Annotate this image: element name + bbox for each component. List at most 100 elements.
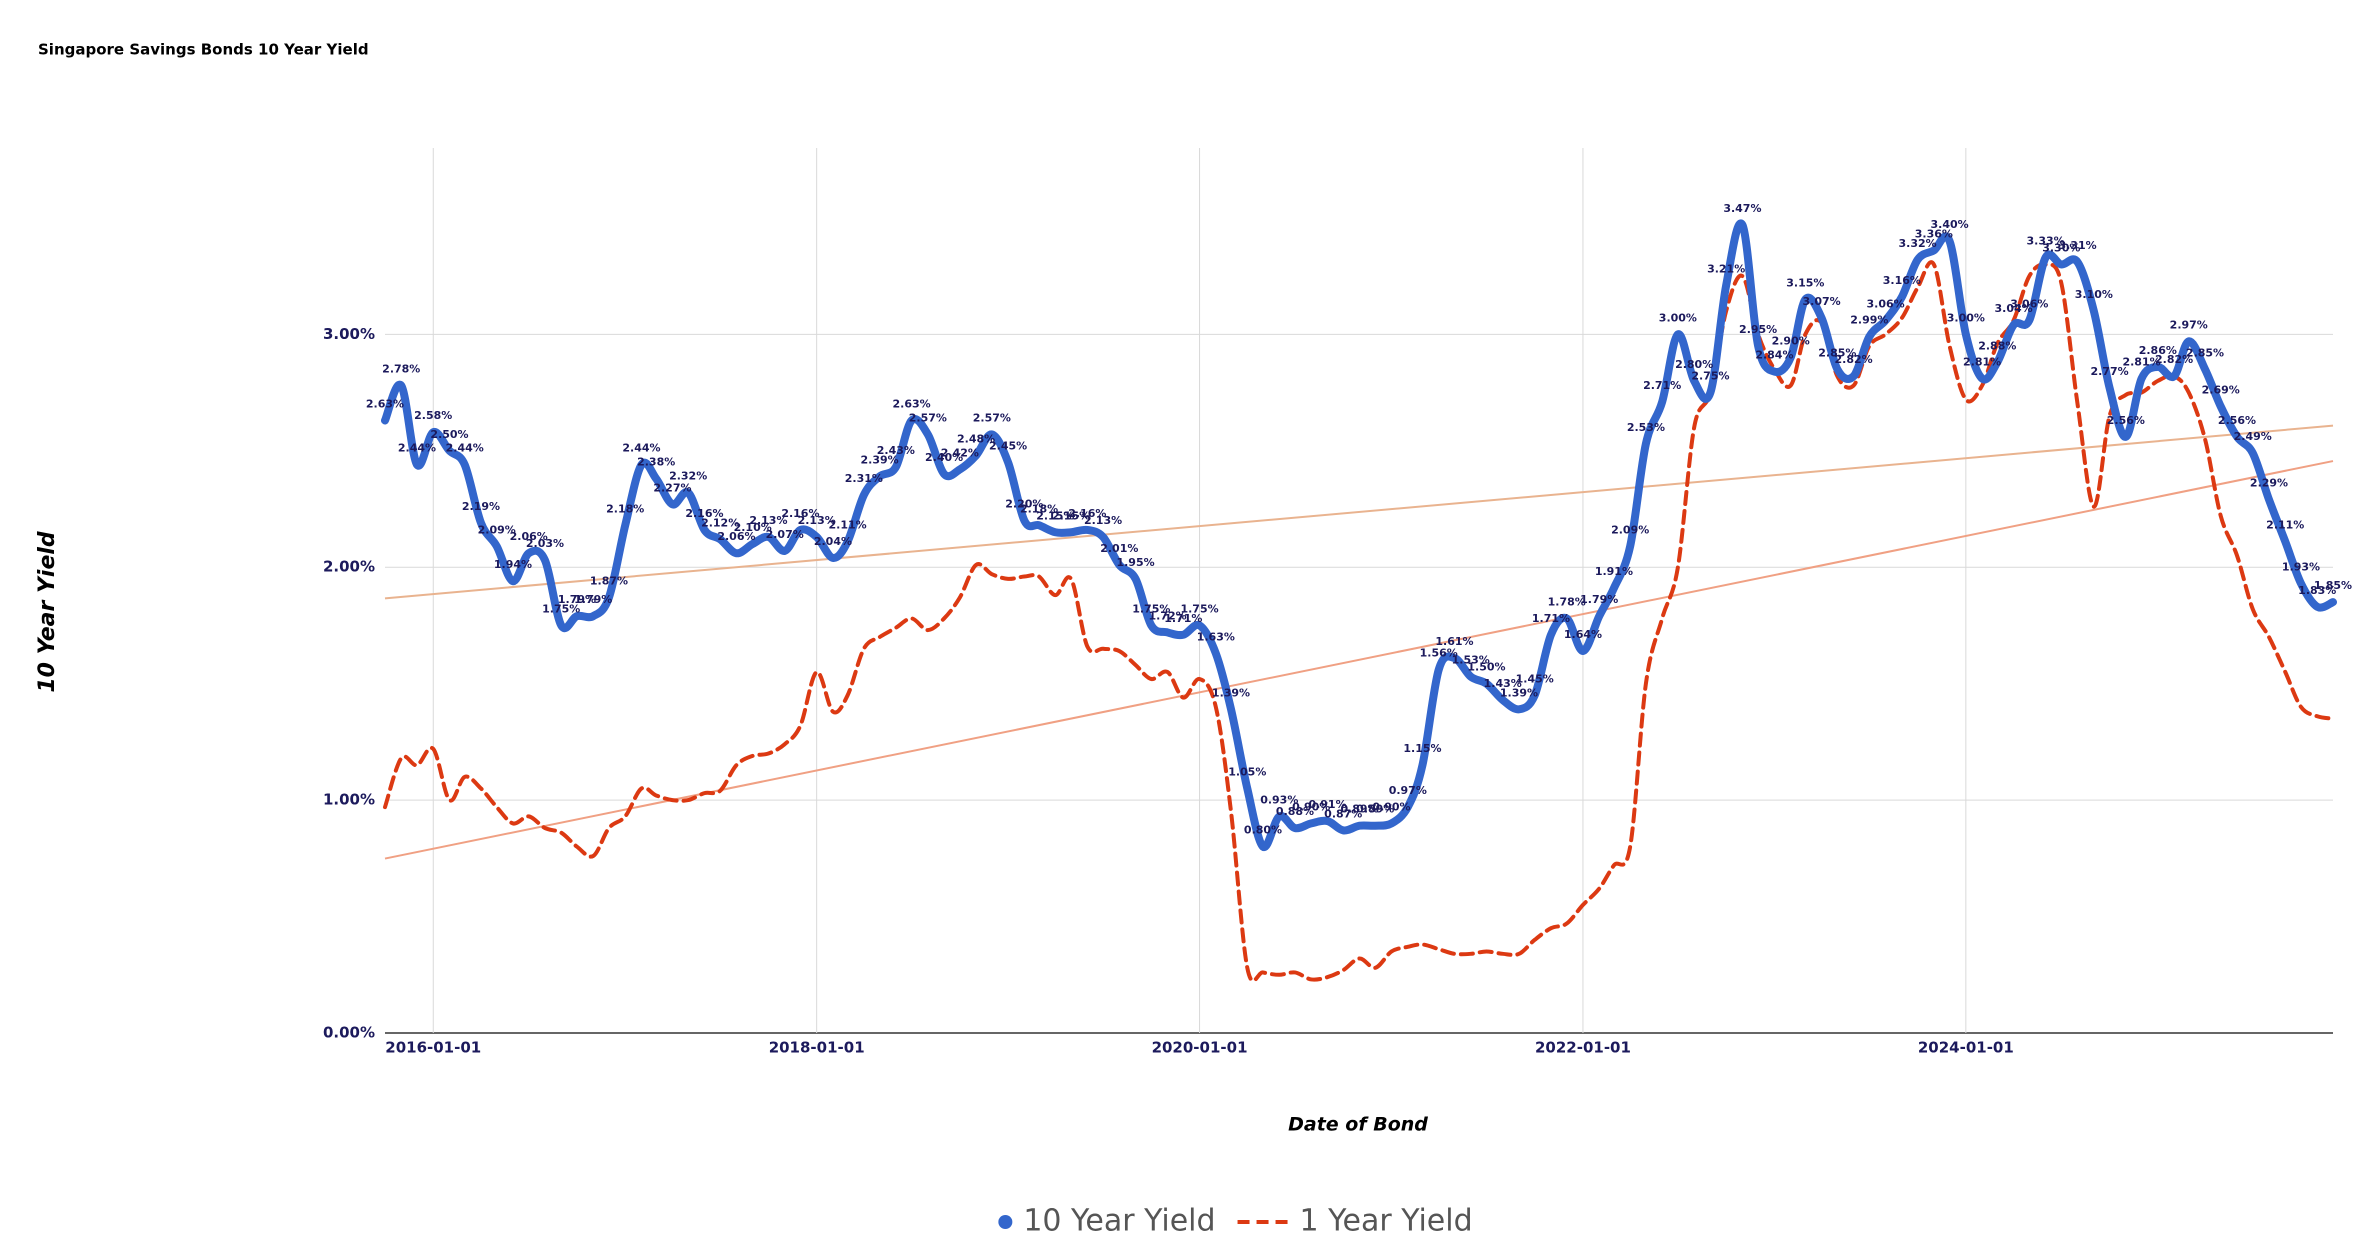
data-label: 1.83%	[2298, 584, 2336, 597]
data-label: 2.58%	[414, 409, 452, 422]
data-label: 2.81%	[2122, 356, 2160, 369]
data-label: 2.71%	[1643, 379, 1681, 392]
data-label: 2.11%	[2266, 519, 2304, 532]
data-label: 2.31%	[845, 472, 883, 485]
data-label: 2.16%	[1068, 507, 1106, 520]
data-label: 2.06%	[510, 530, 548, 543]
data-label: 0.80%	[1244, 824, 1282, 837]
data-label: 2.27%	[653, 481, 691, 494]
data-label: 2.13%	[749, 514, 787, 527]
data-label: 3.47%	[1723, 202, 1761, 215]
data-label: 2.45%	[989, 439, 1027, 452]
data-label: 2.44%	[398, 442, 436, 455]
data-label: 1.79%	[558, 593, 596, 606]
data-label: 2.85%	[2186, 346, 2224, 359]
data-label: 1.95%	[1116, 556, 1154, 569]
data-label: 0.97%	[1389, 784, 1427, 797]
data-label: 0.88%	[1276, 805, 1314, 818]
data-label: 3.06%	[1867, 297, 1905, 310]
data-label: 2.85%	[1818, 346, 1856, 359]
data-label: 2.20%	[1005, 498, 1043, 511]
data-label: 1.91%	[1595, 565, 1633, 578]
data-label: 3.31%	[2058, 239, 2096, 252]
data-label: 1.79%	[574, 593, 612, 606]
data-label: 2.10%	[734, 521, 772, 534]
data-label: 3.00%	[1659, 311, 1697, 324]
data-label: 0.89%	[1356, 803, 1394, 816]
data-label: 3.04%	[1994, 302, 2032, 315]
y-tick-label: 1.00%	[323, 791, 375, 809]
x-tick-label: 2018-01-01	[769, 1039, 865, 1057]
data-label: 2.16%	[781, 507, 819, 520]
data-label: 2.15%	[1036, 509, 1074, 522]
data-label: 1.72%	[1148, 609, 1186, 622]
data-label: 2.38%	[637, 456, 675, 469]
data-label: 3.16%	[1883, 274, 1921, 287]
data-label: 1.75%	[1180, 602, 1218, 615]
data-label: 1.79%	[1580, 593, 1618, 606]
data-label: 3.21%	[1707, 262, 1745, 275]
data-label: 2.80%	[1675, 358, 1713, 371]
data-label: 2.48%	[957, 432, 995, 445]
data-label: 1.71%	[1532, 612, 1570, 625]
data-label: 1.94%	[494, 558, 532, 571]
data-label: 2.56%	[2218, 414, 2256, 427]
data-label: 0.91%	[1308, 798, 1346, 811]
data-label: 2.06%	[717, 530, 755, 543]
y-tick-label: 3.00%	[323, 325, 375, 343]
data-label: 3.30%	[2042, 241, 2080, 254]
y-tick-label: 2.00%	[323, 558, 375, 576]
data-label: 2.19%	[462, 500, 500, 513]
data-label: 1.56%	[1420, 647, 1458, 660]
data-label: 2.32%	[669, 470, 707, 483]
data-label: 2.09%	[478, 523, 516, 536]
data-label: 2.44%	[622, 442, 660, 455]
legend-label: 1 Year Yield	[1300, 1204, 1473, 1239]
legend-swatch	[998, 1215, 1013, 1229]
data-label: 2.82%	[1835, 353, 1873, 366]
data-label: 3.33%	[2026, 234, 2064, 247]
y-axis-title: 10 Year Yield	[35, 531, 60, 693]
legend-label: 10 Year Yield	[1023, 1204, 1215, 1239]
data-label: 2.49%	[2234, 430, 2272, 443]
data-label: 2.81%	[1963, 356, 2001, 369]
data-label: 2.90%	[1772, 335, 1810, 348]
data-label: 2.18%	[606, 502, 644, 515]
data-label: 1.53%	[1452, 654, 1490, 667]
x-tick-label: 2024-01-01	[1918, 1039, 2014, 1057]
data-label: 2.97%	[2170, 318, 2208, 331]
trend-line	[384, 424, 2334, 600]
data-label: 2.82%	[2155, 353, 2193, 366]
x-tick-label: 2022-01-01	[1535, 1039, 1631, 1057]
data-label: 3.07%	[1803, 295, 1841, 308]
data-label: 3.06%	[2010, 297, 2048, 310]
data-label: 1.39%	[1500, 686, 1538, 699]
data-label: 2.09%	[1611, 523, 1649, 536]
data-label: 3.36%	[1915, 227, 1953, 240]
data-label: 2.12%	[701, 516, 739, 529]
data-label: 1.75%	[1132, 602, 1170, 615]
data-label: 2.15%	[1052, 509, 1090, 522]
data-label: 2.13%	[1084, 514, 1122, 527]
data-label: 3.15%	[1786, 276, 1824, 289]
data-label: 2.03%	[526, 537, 564, 550]
data-label: 2.39%	[861, 453, 899, 466]
data-label: 0.89%	[1340, 803, 1378, 816]
data-label: 0.87%	[1324, 807, 1362, 820]
data-label: 1.63%	[1197, 630, 1235, 643]
series-line	[381, 219, 2337, 851]
data-label: 1.05%	[1228, 765, 1266, 778]
data-label: 2.18%	[1020, 502, 1058, 515]
data-label: 2.13%	[798, 514, 836, 527]
data-label: 1.43%	[1484, 677, 1522, 690]
data-label: 0.90%	[1292, 800, 1330, 813]
data-label: 2.40%	[925, 451, 963, 464]
data-label: 1.45%	[1516, 672, 1554, 685]
data-label: 2.43%	[877, 444, 915, 457]
data-label: 2.63%	[366, 397, 404, 410]
data-label: 2.84%	[1755, 349, 1793, 362]
data-label: 2.86%	[2139, 344, 2177, 357]
data-label: 1.39%	[1212, 686, 1250, 699]
